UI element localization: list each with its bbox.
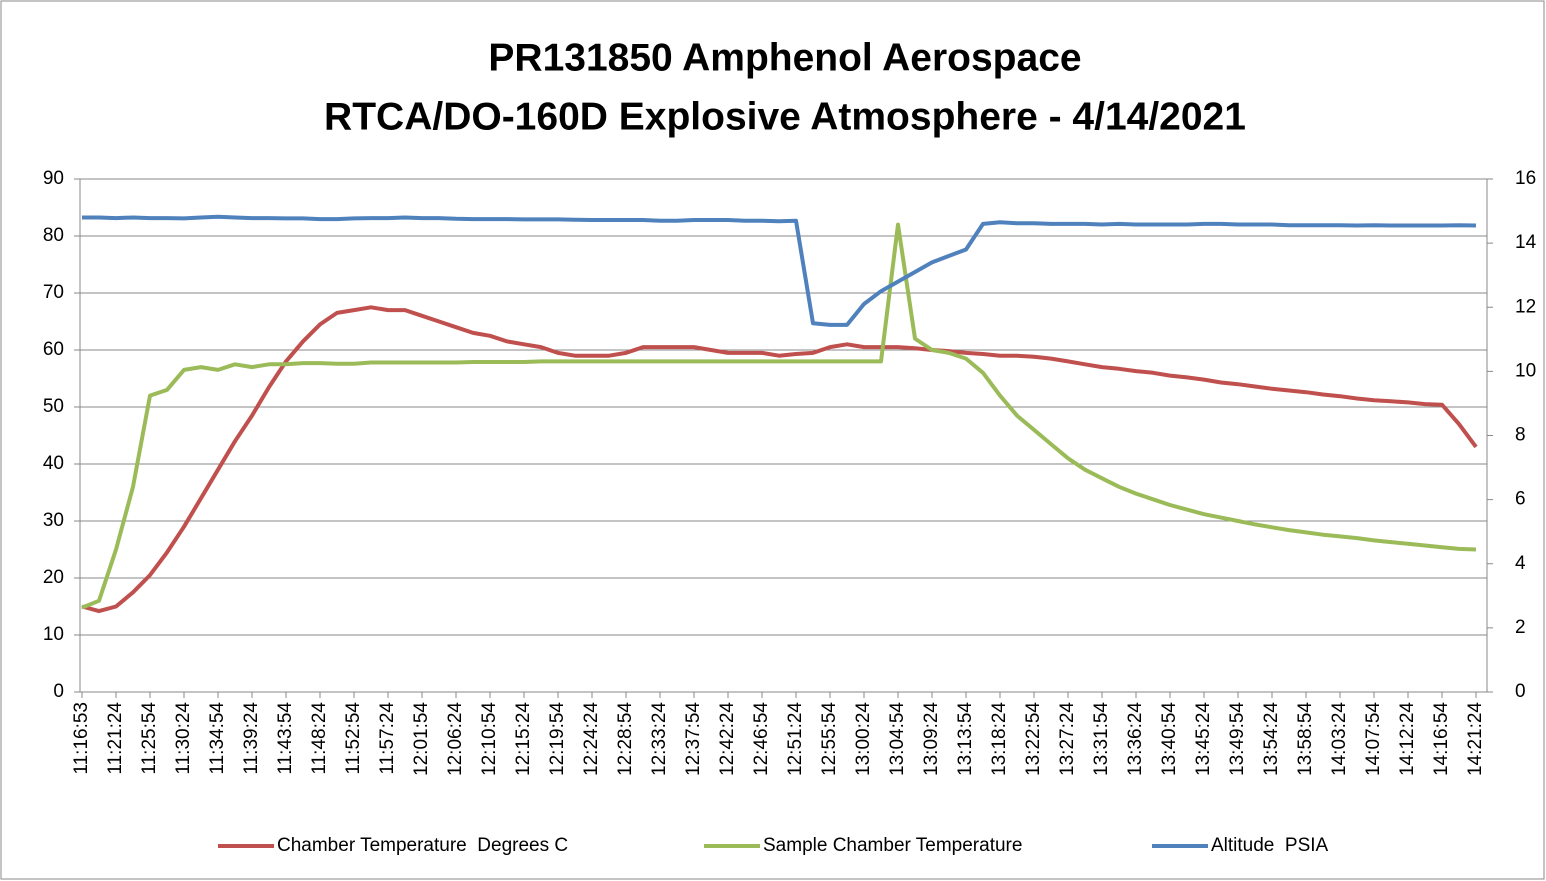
y2-tick-label: 10 xyxy=(1515,360,1536,381)
x-tick-label: 13:09:24 xyxy=(921,702,942,776)
x-tick-label: 12:51:24 xyxy=(785,702,806,776)
x-tick-label: 11:25:54 xyxy=(139,702,160,775)
x-tick-label: 12:33:24 xyxy=(649,702,670,776)
legend-label: Altitude PSIA xyxy=(1211,835,1329,856)
y-tick-label: 10 xyxy=(43,624,64,645)
y-tick-label: 40 xyxy=(43,453,64,474)
x-tick-label: 13:27:24 xyxy=(1057,702,1078,776)
x-tick-label: 14:21:24 xyxy=(1465,702,1486,776)
x-tick-label: 12:37:54 xyxy=(683,702,704,776)
x-tick-label: 13:04:54 xyxy=(887,702,908,776)
x-tick-label: 11:43:54 xyxy=(275,702,296,775)
y2-tick-label: 14 xyxy=(1515,232,1537,253)
x-tick-label: 12:28:54 xyxy=(615,702,636,776)
y2-tick-label: 4 xyxy=(1515,553,1526,574)
y2-tick-label: 6 xyxy=(1515,489,1526,510)
x-tick-label: 13:36:24 xyxy=(1125,702,1146,776)
x-tick-label: 13:49:54 xyxy=(1227,702,1248,776)
y-tick-label: 30 xyxy=(43,510,64,531)
x-tick-label: 14:07:54 xyxy=(1363,702,1384,776)
y2-tick-label: 0 xyxy=(1515,681,1526,702)
chart-title: PR131850 Amphenol Aerospace xyxy=(488,36,1081,79)
x-tick-label: 13:40:54 xyxy=(1159,702,1180,776)
x-tick-label: 11:21:24 xyxy=(105,702,126,775)
x-tick-label: 11:30:24 xyxy=(173,702,194,775)
x-tick-label: 12:01:54 xyxy=(411,702,432,776)
series-line xyxy=(81,222,1477,610)
x-tick-label: 12:06:24 xyxy=(445,702,466,776)
x-tick-label: 11:39:24 xyxy=(241,702,262,775)
x-tick-label: 13:54:24 xyxy=(1261,702,1282,776)
x-tick-label: 12:55:54 xyxy=(819,702,840,776)
x-tick-label: 12:10:54 xyxy=(479,702,500,776)
x-tick-label: 13:18:24 xyxy=(989,702,1010,776)
y-tick-label: 70 xyxy=(43,282,64,303)
x-tick-label: 14:12:24 xyxy=(1397,702,1418,776)
legend-label: Sample Chamber Temperature xyxy=(763,835,1022,856)
x-tick-label: 14:16:54 xyxy=(1431,702,1452,776)
y-tick-label: 90 xyxy=(43,168,64,189)
y-tick-label: 20 xyxy=(43,567,64,588)
y-tick-label: 50 xyxy=(43,396,64,417)
x-tick-label: 13:22:54 xyxy=(1023,702,1044,776)
x-tick-label: 13:13:54 xyxy=(955,702,976,776)
series-line xyxy=(82,214,1477,327)
x-tick-label: 14:03:24 xyxy=(1329,702,1350,776)
series-line xyxy=(81,305,1478,614)
y-tick-label: 80 xyxy=(43,225,64,246)
x-tick-label: 13:00:24 xyxy=(853,702,874,776)
legend-label: Chamber Temperature Degrees C xyxy=(277,835,568,856)
x-tick-label: 12:19:54 xyxy=(547,702,568,776)
x-tick-label: 11:16:53 xyxy=(71,702,92,775)
x-tick-label: 11:34:54 xyxy=(207,702,228,775)
y2-tick-label: 2 xyxy=(1515,617,1526,638)
x-tick-label: 11:52:54 xyxy=(343,702,364,775)
y2-tick-label: 12 xyxy=(1515,296,1536,317)
x-tick-label: 12:42:24 xyxy=(717,702,738,776)
y-tick-label: 0 xyxy=(53,681,64,702)
x-tick-label: 12:24:24 xyxy=(581,702,602,776)
x-tick-label: 11:57:24 xyxy=(377,702,398,775)
y-tick-label: 60 xyxy=(43,339,64,360)
x-tick-label: 13:45:24 xyxy=(1193,702,1214,776)
y2-tick-label: 8 xyxy=(1515,425,1526,446)
x-tick-label: 13:31:54 xyxy=(1091,702,1112,776)
x-tick-label: 12:15:24 xyxy=(513,702,534,776)
x-tick-label: 11:48:24 xyxy=(309,702,330,775)
x-tick-label: 13:58:54 xyxy=(1295,702,1316,776)
y2-tick-label: 16 xyxy=(1515,168,1536,189)
chart-title: RTCA/DO-160D Explosive Atmosphere - 4/14… xyxy=(324,95,1246,138)
x-tick-label: 12:46:54 xyxy=(751,702,772,776)
